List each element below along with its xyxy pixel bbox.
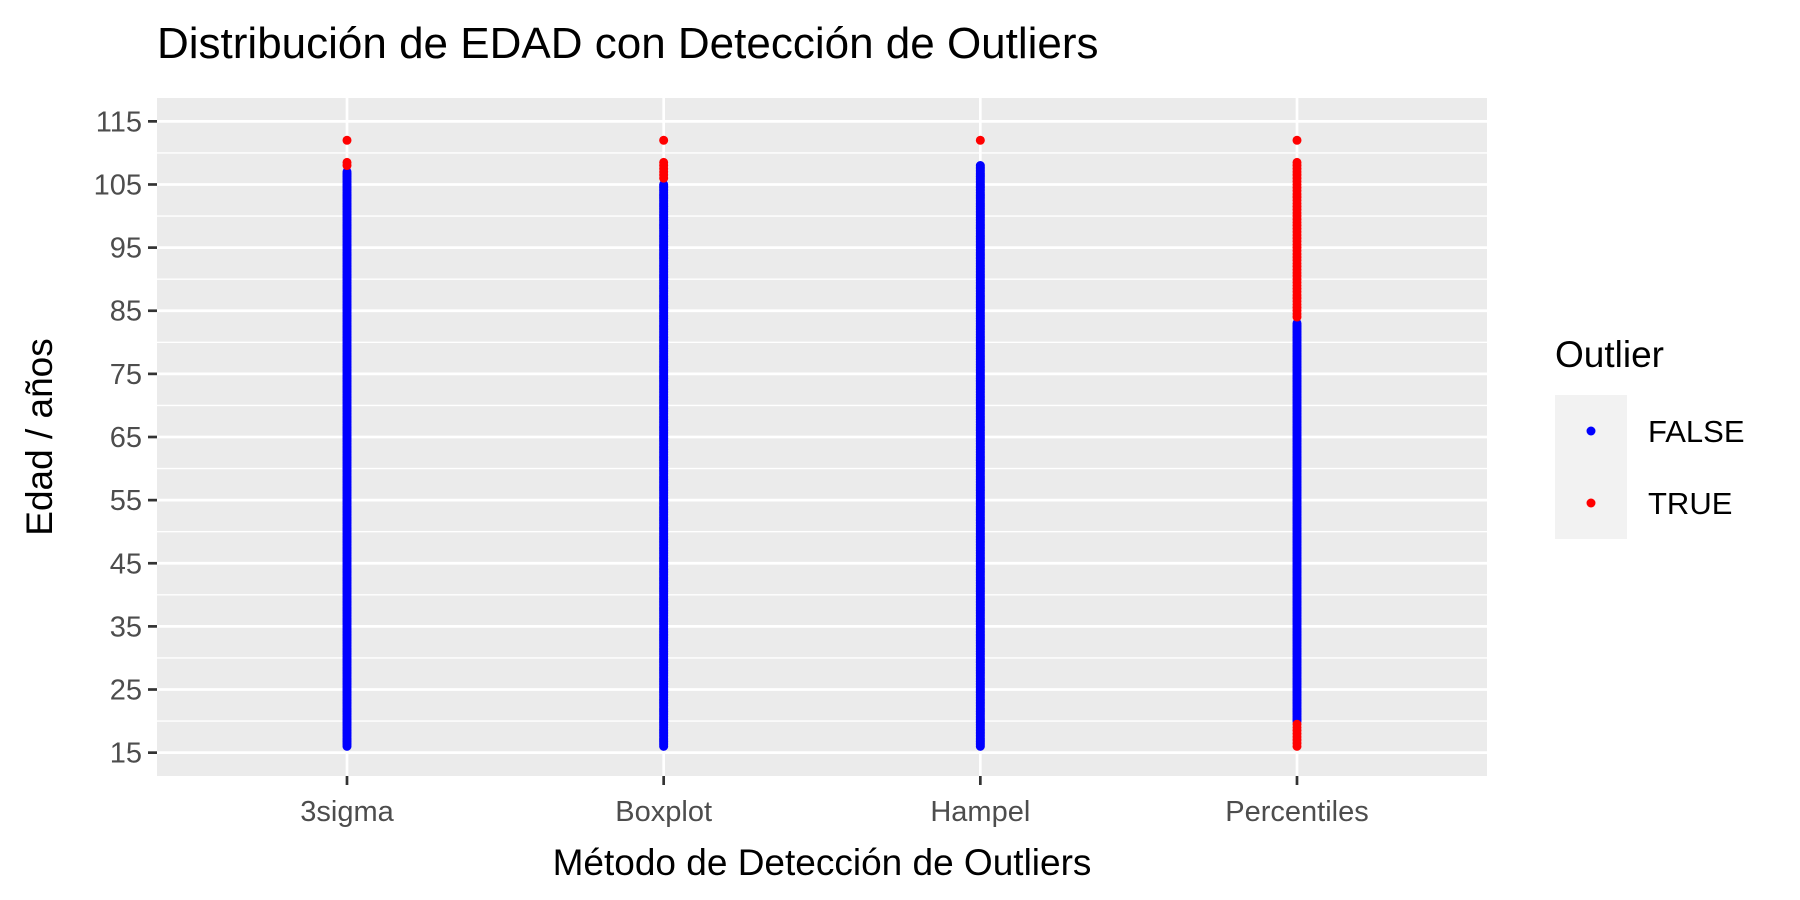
y-tick-label: 35 [110, 611, 142, 643]
y-axis-title: Edad / años [19, 338, 60, 535]
point-false [975, 161, 985, 171]
y-tick-label: 95 [110, 233, 142, 265]
legend-key-false [1586, 426, 1596, 436]
legend-key-true [1586, 498, 1596, 508]
y-tick-label: 45 [110, 548, 142, 580]
x-tick-label: 3sigma [300, 796, 394, 828]
x-tick-label: Hampel [930, 796, 1030, 828]
y-tick-label: 55 [110, 485, 142, 517]
x-axis: 3sigma Boxplot Hampel Percentiles [300, 776, 1369, 828]
legend-key-background [1555, 395, 1627, 539]
point-true [1292, 719, 1302, 729]
y-tick-label: 15 [110, 738, 142, 770]
y-tick-label: 25 [110, 675, 142, 707]
point-true [659, 157, 669, 167]
point-true [342, 157, 352, 167]
point-true [1292, 157, 1302, 167]
chart-title: Distribución de EDAD con Detección de Ou… [157, 19, 1099, 68]
legend-title: Outlier [1555, 334, 1664, 375]
point-true [659, 135, 669, 145]
y-tick-label: 85 [110, 296, 142, 328]
point-false [1292, 318, 1302, 328]
minor-gridlines [157, 152, 1487, 722]
y-tick-label: 115 [96, 106, 142, 138]
point-false [659, 179, 669, 189]
data-points [342, 135, 1302, 751]
x-tick-label: Percentiles [1225, 796, 1368, 828]
x-axis-title: Método de Detección de Outliers [553, 842, 1092, 883]
legend-label-true: TRUE [1648, 486, 1732, 521]
legend: Outlier FALSE TRUE [1555, 334, 1745, 539]
x-tick-label: Boxplot [615, 796, 712, 828]
y-tick-label: 65 [110, 422, 142, 454]
y-tick-label: 75 [110, 359, 142, 391]
point-true [1292, 135, 1302, 145]
point-true [342, 135, 352, 145]
point-false [342, 167, 352, 177]
legend-label-false: FALSE [1648, 414, 1745, 449]
y-tick-label: 105 [94, 169, 142, 201]
y-axis: 15 25 35 45 55 65 75 85 95 105 115 [94, 106, 157, 770]
point-true [975, 135, 985, 145]
